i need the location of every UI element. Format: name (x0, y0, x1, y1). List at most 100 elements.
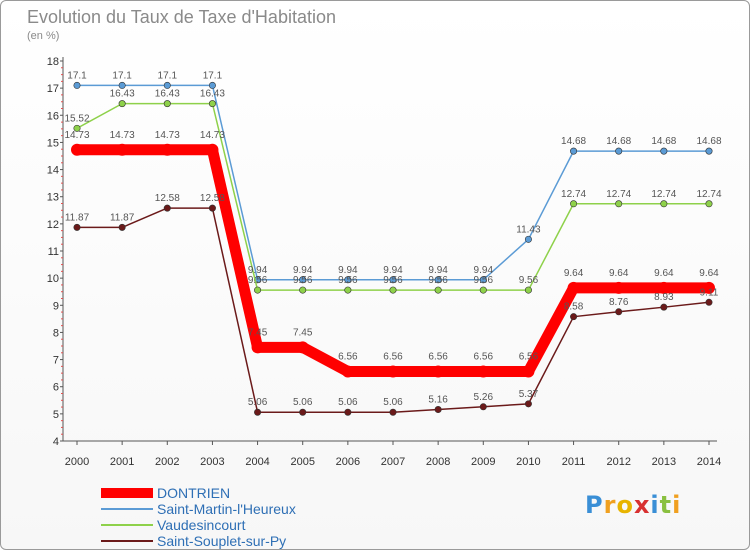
data-point (434, 286, 442, 294)
data-label: 11.87 (110, 212, 135, 223)
data-point (296, 341, 309, 354)
data-labels: 14.73 14.73 14.73 14.73 7.45 7.45 6.56 6.56 6.56… (64, 70, 721, 408)
data-label: 9.64 (654, 268, 674, 279)
x-tick-label: 2003 (200, 456, 224, 468)
data-point (161, 143, 174, 156)
line-chart: 4 5 6 7 8 9 10 11 12 13 14 15 16 17 18 2000 2001 2002 2003… (47, 56, 722, 468)
data-label: 9.94 (248, 265, 268, 276)
data-point (389, 286, 397, 294)
legend-label: Saint-Martin-l'Heureux (157, 501, 296, 517)
data-point (73, 124, 81, 132)
data-point (73, 223, 81, 231)
data-label: 16.43 (155, 89, 180, 100)
y-tick-label: 12 (47, 219, 59, 231)
y-tick-label: 14 (47, 165, 59, 177)
data-point (524, 400, 532, 408)
data-label: 6.56 (428, 352, 448, 363)
data-point (208, 204, 216, 212)
legend-label: DONTRIEN (157, 485, 231, 501)
x-tick-label: 2001 (110, 456, 134, 468)
data-label: 9.94 (293, 265, 313, 276)
data-point (163, 204, 171, 212)
data-label: 9.64 (609, 268, 629, 279)
data-label: 14.68 (606, 136, 631, 147)
data-point (71, 143, 83, 156)
legend-item: Saint-Martin-l'Heureux (101, 501, 361, 517)
data-point (660, 147, 668, 155)
data-label: 6.56 (338, 352, 358, 363)
legend-label: Vaudesincourt (157, 517, 246, 533)
data-point (389, 408, 397, 416)
data-point (387, 365, 399, 378)
data-label: 12.74 (696, 189, 721, 200)
series-line-3 (77, 207, 710, 413)
legend-item: DONTRIEN (101, 485, 361, 501)
legend-item: Vaudesincourt (101, 517, 361, 533)
data-label: 14.68 (561, 136, 586, 147)
data-point (570, 147, 578, 155)
data-label: 7.45 (293, 327, 313, 338)
data-point (477, 365, 490, 378)
y-tick-label: 11 (48, 246, 59, 258)
data-point (615, 308, 623, 316)
series-line-1 (77, 84, 709, 281)
data-point (118, 81, 126, 89)
legend-swatch (101, 540, 153, 542)
data-point (432, 365, 445, 378)
data-label: 8.76 (609, 297, 629, 308)
y-tick-label: 16 (47, 110, 59, 122)
x-tick-label: 2002 (155, 456, 179, 468)
series-line-0 (77, 144, 709, 378)
data-point (118, 100, 126, 108)
data-point (434, 406, 442, 414)
data-label: 5.06 (338, 397, 358, 408)
legend-item: Saint-Souplet-sur-Py (101, 533, 361, 549)
data-label: 8.93 (654, 292, 674, 303)
legend-swatch (101, 508, 153, 510)
y-tick-label: 18 (47, 56, 59, 68)
legend-swatch (101, 488, 153, 498)
data-point (524, 286, 532, 294)
data-point (254, 408, 262, 416)
data-label: 9.56 (293, 275, 313, 286)
data-label: 9.56 (338, 275, 358, 286)
data-point (163, 100, 171, 108)
data-label: 16.43 (110, 89, 135, 100)
data-label: 9.64 (564, 268, 584, 279)
data-point (344, 408, 352, 416)
data-point (254, 286, 262, 294)
chart-subtitle: (en %) (27, 30, 60, 42)
data-point (660, 303, 668, 311)
data-point (570, 200, 578, 208)
data-label: 9.94 (338, 265, 358, 276)
data-label: 12.58 (200, 193, 225, 204)
data-point (434, 276, 442, 284)
data-label: 5.37 (519, 389, 539, 400)
y-tick-label: 4 (53, 436, 59, 448)
data-point (341, 365, 354, 378)
x-tick-label: 2006 (336, 456, 360, 468)
data-label: 9.94 (474, 265, 494, 276)
y-tick-label: 9 (53, 300, 59, 312)
data-point (389, 276, 397, 284)
data-point (570, 313, 578, 321)
data-point (657, 281, 670, 294)
x-tick-label: 2007 (381, 456, 405, 468)
data-point (479, 276, 487, 284)
data-point (118, 223, 126, 231)
data-point (479, 286, 487, 294)
data-point (615, 200, 623, 208)
x-tick-label: 2012 (606, 456, 630, 468)
y-tick-label: 8 (53, 327, 59, 339)
data-label: 12.74 (606, 189, 631, 200)
data-label: 6.56 (474, 352, 494, 363)
data-point (660, 200, 668, 208)
y-tick-label: 17 (47, 83, 59, 95)
legend-swatch (101, 524, 153, 526)
y-tick-label: 6 (53, 382, 59, 394)
data-label: 5.26 (474, 392, 494, 403)
y-tick-label: 5 (53, 409, 59, 421)
data-point (615, 147, 623, 155)
data-label: 14.73 (155, 130, 180, 141)
